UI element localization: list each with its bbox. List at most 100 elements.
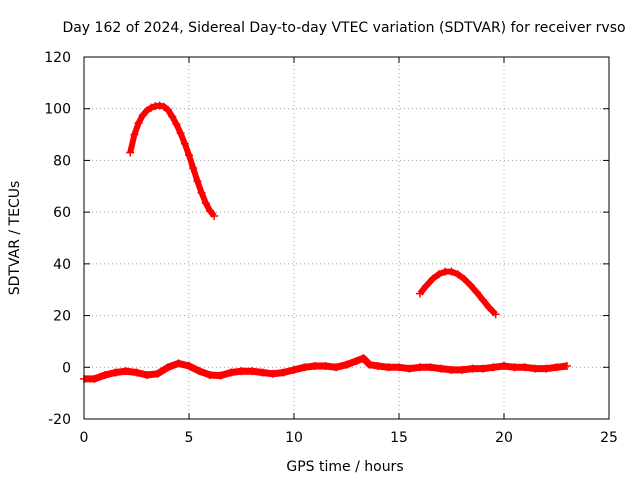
- data-point: [132, 368, 141, 377]
- data-point: [428, 274, 437, 283]
- chart-title: Day 162 of 2024, Sidereal Day-to-day VTE…: [62, 20, 625, 36]
- x-tick-label: 25: [600, 430, 618, 446]
- data-point: [90, 374, 99, 383]
- data-point: [237, 367, 246, 376]
- data-point: [485, 303, 494, 312]
- data-point: [466, 281, 475, 290]
- data-point: [353, 356, 361, 365]
- x-tick-label: 0: [80, 430, 89, 446]
- data-point: [460, 274, 469, 283]
- data-point: [101, 371, 109, 380]
- data-point: [472, 288, 481, 297]
- y-tick-label: 20: [53, 309, 71, 325]
- data-point: [453, 270, 462, 279]
- series-layer: [80, 101, 571, 383]
- x-tick-label: 10: [285, 430, 303, 446]
- x-tick-label: 20: [495, 430, 513, 446]
- data-point: [311, 361, 319, 370]
- y-tick-label: 60: [53, 205, 71, 221]
- data-point: [126, 148, 135, 157]
- y-tick-label: 80: [53, 153, 71, 169]
- y-tick-label: 40: [53, 257, 71, 273]
- data-point: [210, 212, 219, 221]
- data-point: [542, 364, 550, 373]
- data-point: [374, 361, 382, 370]
- data-point: [143, 106, 151, 115]
- data-point: [521, 363, 529, 372]
- data-point: [153, 369, 162, 378]
- grid-lines: [84, 57, 609, 419]
- data-point: [269, 369, 277, 378]
- series-baseline: [80, 354, 571, 383]
- data-point: [180, 139, 189, 148]
- data-point: [479, 296, 487, 305]
- data-point: [300, 363, 309, 372]
- data-point: [122, 367, 130, 376]
- data-point: [416, 363, 424, 372]
- data-point: [176, 129, 185, 138]
- data-point: [405, 364, 414, 373]
- x-tick-label: 15: [390, 430, 408, 446]
- data-point: [422, 281, 431, 290]
- data-point: [258, 368, 267, 377]
- data-point: [248, 367, 256, 376]
- y-tick-label: 100: [44, 102, 71, 118]
- y-tick-label: 0: [62, 360, 71, 376]
- data-point: [491, 310, 500, 319]
- data-point: [468, 364, 477, 373]
- y-tick-label: -20: [48, 412, 71, 428]
- data-point: [510, 363, 519, 372]
- data-point: [185, 361, 193, 370]
- data-point: [321, 361, 330, 370]
- data-point: [437, 364, 445, 373]
- data-point: [416, 289, 424, 298]
- data-point: [447, 365, 456, 374]
- axis-ticks: 0 5 10 15 20 25 -20 0 20 40 60 80 100 120: [44, 50, 618, 446]
- data-point: [384, 363, 393, 372]
- data-point: [395, 363, 403, 372]
- series-arc-1: [126, 101, 219, 221]
- series-arc-2: [416, 267, 500, 319]
- data-point: [111, 368, 120, 377]
- data-point: [434, 270, 443, 279]
- data-point: [197, 188, 206, 197]
- data-point: [147, 103, 156, 112]
- y-tick-label: 120: [44, 50, 71, 66]
- data-point: [185, 151, 193, 160]
- data-point: [531, 364, 540, 373]
- data-point: [489, 363, 498, 372]
- data-point: [172, 120, 181, 129]
- data-point: [189, 164, 198, 173]
- data-point: [155, 101, 164, 110]
- data-point: [342, 360, 351, 369]
- plot-frame: [83, 56, 610, 420]
- data-point: [130, 130, 139, 139]
- data-point: [164, 363, 172, 372]
- data-point: [359, 354, 368, 363]
- data-point: [426, 363, 435, 372]
- data-point: [206, 371, 214, 380]
- data-point: [143, 371, 151, 380]
- data-point: [365, 360, 374, 369]
- data-point: [227, 368, 235, 377]
- data-point: [563, 361, 571, 370]
- data-point: [216, 371, 225, 380]
- data-point: [479, 364, 487, 373]
- data-point: [447, 267, 456, 276]
- data-point: [159, 102, 168, 111]
- data-point: [164, 106, 172, 115]
- x-axis-label: GPS time / hours: [286, 459, 403, 475]
- data-point: [138, 111, 147, 120]
- data-point: [174, 359, 183, 368]
- data-point: [195, 367, 204, 376]
- data-point: [201, 199, 210, 208]
- data-point: [206, 206, 214, 215]
- data-point: [500, 361, 508, 370]
- data-point: [134, 118, 143, 127]
- y-axis-label: SDTVAR / TECUs: [7, 181, 23, 296]
- data-point: [552, 363, 561, 372]
- data-point: [193, 177, 202, 186]
- data-point: [332, 363, 340, 372]
- data-point: [458, 365, 466, 374]
